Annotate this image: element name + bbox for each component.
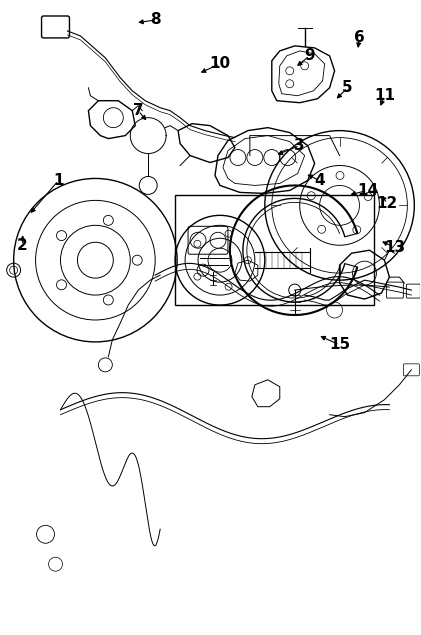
Text: 10: 10 (209, 57, 231, 71)
Text: 15: 15 (329, 337, 350, 352)
Text: 12: 12 (377, 196, 398, 211)
Text: 13: 13 (384, 240, 405, 255)
Text: 8: 8 (150, 13, 160, 27)
Text: 1: 1 (53, 173, 64, 188)
Bar (175, 196, 374, 305)
Text: 2: 2 (17, 237, 28, 253)
Text: 9: 9 (304, 48, 315, 64)
Text: 14: 14 (357, 183, 378, 198)
Text: 4: 4 (314, 173, 325, 188)
Text: 11: 11 (374, 88, 395, 104)
Text: 7: 7 (133, 103, 144, 118)
Text: 6: 6 (354, 30, 365, 46)
Text: 5: 5 (342, 80, 353, 95)
Text: 3: 3 (294, 138, 305, 153)
